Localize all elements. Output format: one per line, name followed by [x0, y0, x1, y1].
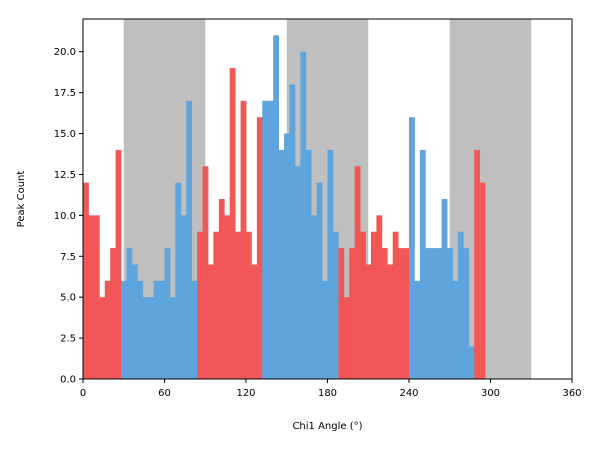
- histogram-bar: [463, 248, 470, 379]
- histogram-bar: [218, 199, 225, 379]
- histogram-bar: [457, 231, 464, 379]
- histogram-bar: [246, 231, 252, 379]
- histogram-bar: [99, 297, 106, 379]
- y-tick-label: 5.0: [60, 293, 76, 304]
- histogram-bar: [251, 264, 258, 379]
- histogram-bar: [207, 264, 214, 379]
- histogram-bar: [93, 215, 100, 379]
- x-axis-title: Chi1 Angle (°): [292, 421, 362, 432]
- histogram-bar: [365, 264, 372, 379]
- histogram-bar: [148, 297, 155, 379]
- histogram-bar: [392, 231, 399, 379]
- y-tick-label: 2.5: [60, 334, 76, 345]
- histogram-bar: [115, 149, 122, 379]
- histogram-bar: [360, 231, 366, 379]
- histogram-bar: [322, 280, 328, 379]
- histogram-bar: [370, 231, 377, 379]
- histogram-bar: [267, 100, 274, 380]
- histogram-bar: [305, 149, 312, 379]
- histogram-bar: [235, 231, 241, 379]
- histogram-bar: [436, 248, 442, 379]
- x-tick-label: 60: [158, 388, 171, 399]
- histogram-bar: [479, 182, 486, 379]
- histogram-bar: [398, 248, 404, 379]
- histogram-bar: [354, 166, 361, 379]
- histogram-bar: [164, 248, 171, 379]
- x-tick-label: 180: [318, 388, 337, 399]
- histogram-bar: [294, 166, 301, 379]
- histogram-bar: [175, 182, 182, 379]
- histogram-bar: [142, 297, 149, 379]
- histogram-bar: [430, 248, 437, 379]
- histogram-bar: [414, 280, 421, 379]
- histogram-bar: [240, 100, 247, 380]
- histogram-bar: [419, 149, 426, 379]
- histogram-bar: [447, 248, 453, 379]
- x-tick-label: 300: [481, 388, 500, 399]
- histogram-bar: [289, 84, 296, 380]
- histogram-bar: [191, 280, 198, 379]
- histogram-bar: [131, 264, 138, 379]
- y-axis-ticks: 0.0 2.5 5.0 7.5 10.0 12.5 15.0 17.5 20.0: [54, 47, 83, 386]
- histogram-bar: [110, 248, 116, 379]
- histogram-bar: [387, 264, 394, 379]
- histogram-bar: [197, 231, 203, 379]
- y-tick-label: 17.5: [54, 88, 76, 99]
- histogram-bar: [311, 215, 318, 379]
- histogram-bar: [153, 280, 160, 379]
- histogram-bar: [381, 248, 388, 379]
- y-tick-label: 20.0: [54, 47, 76, 58]
- histogram-bar: [349, 248, 356, 379]
- histogram-bar: [316, 182, 323, 379]
- histogram-bar: [441, 199, 448, 379]
- histogram-bar: [376, 215, 383, 379]
- histogram-bar: [137, 280, 144, 379]
- x-tick-label: 240: [399, 388, 418, 399]
- histogram-bar: [180, 215, 187, 379]
- y-tick-label: 15.0: [54, 129, 76, 140]
- histogram-bar: [256, 117, 263, 379]
- histogram-bar: [343, 297, 350, 379]
- y-tick-label: 12.5: [54, 170, 76, 181]
- histogram-bar: [202, 166, 209, 379]
- histogram-bars: [83, 35, 486, 380]
- histogram-bar: [126, 248, 133, 379]
- x-tick-label: 0: [80, 388, 86, 399]
- y-tick-label: 7.5: [60, 252, 76, 263]
- histogram-bar: [169, 297, 176, 379]
- x-tick-label: 120: [236, 388, 255, 399]
- y-axis-title: Peak Count: [16, 171, 27, 228]
- y-tick-label: 0.0: [60, 375, 76, 386]
- histogram-bar: [213, 231, 220, 379]
- histogram-bar: [284, 133, 290, 379]
- histogram-bar: [224, 215, 231, 379]
- x-axis-ticks: 0 60 120 180 240 300 360: [80, 379, 582, 399]
- histogram-bar: [273, 35, 279, 379]
- histogram-bar: [159, 280, 165, 379]
- histogram-bar: [262, 100, 269, 380]
- histogram-bar: [104, 280, 111, 379]
- histogram-bar: [186, 100, 193, 380]
- histogram-bar: [403, 248, 410, 379]
- y-tick-label: 10.0: [54, 211, 76, 222]
- histogram-bar: [83, 182, 89, 379]
- histogram-bar: [327, 149, 334, 379]
- histogram-bar: [121, 280, 127, 379]
- histogram-bar: [300, 51, 307, 380]
- histogram-bar: [409, 117, 415, 379]
- histogram-bar: [452, 280, 459, 379]
- histogram-bar: [425, 248, 432, 379]
- histogram-bar: [88, 215, 95, 379]
- x-tick-label: 360: [562, 388, 581, 399]
- histogram-bar: [474, 149, 481, 379]
- histogram-bar: [468, 346, 475, 379]
- histogram-bar: [338, 248, 345, 379]
- histogram-bar: [332, 231, 339, 379]
- histogram-bar: [278, 149, 285, 379]
- histogram-bar: [229, 68, 236, 379]
